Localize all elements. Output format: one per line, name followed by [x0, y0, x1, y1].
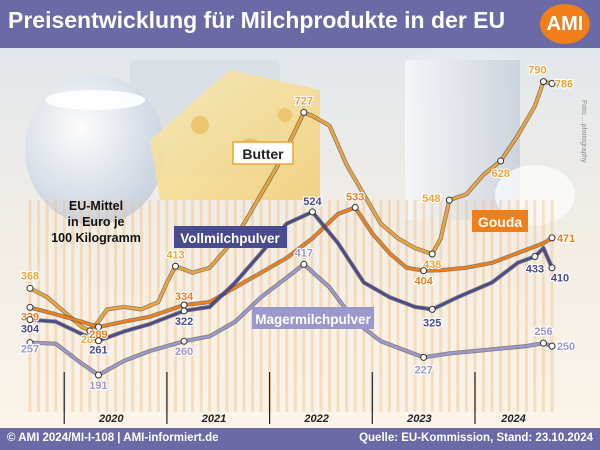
year-separators	[63, 372, 476, 424]
annotation-line-2: in Euro je	[68, 215, 125, 229]
data-point-marker	[26, 284, 34, 292]
butter-line	[28, 80, 554, 333]
footer-bar: © AMI 2024/MI-I-108 | AMI-informiert.de …	[0, 428, 600, 450]
data-label: 548	[422, 193, 440, 205]
source-text: Quelle: EU-Kommission, Stand: 23.10.2024	[359, 432, 593, 444]
data-label: 524	[303, 196, 322, 208]
data-point-marker	[86, 327, 94, 335]
data-point-marker	[539, 339, 547, 347]
data-label: 250	[557, 341, 575, 353]
data-point-marker	[351, 203, 359, 211]
data-label: 325	[423, 317, 441, 329]
data-point-marker	[548, 342, 556, 350]
data-label: 322	[175, 316, 193, 328]
data-label: 227	[414, 364, 432, 376]
data-label: 790	[528, 65, 546, 77]
ami-logo: AMI	[540, 4, 590, 44]
data-point-marker	[94, 337, 102, 345]
gouda-name: Gouda	[478, 214, 523, 230]
magermilchpulver-series-label: Magermilchpulver	[252, 307, 374, 329]
chart-title: Preisentwicklung für Milchprodukte in de…	[8, 7, 506, 33]
data-label: 304	[21, 324, 40, 336]
butter-name: Butter	[242, 146, 284, 162]
data-point-marker	[26, 339, 34, 347]
data-point-marker	[420, 353, 428, 361]
data-label: 727	[295, 95, 313, 107]
data-point-marker	[497, 157, 505, 165]
data-point-marker	[26, 316, 34, 324]
x-tick-label: 2022	[303, 413, 328, 425]
data-point-marker	[26, 303, 34, 311]
data-label: 438	[423, 259, 441, 271]
data-label: 368	[21, 270, 39, 282]
data-label: 260	[175, 346, 193, 358]
data-point-marker	[428, 305, 436, 313]
title-bar: Preisentwicklung für Milchprodukte in de…	[0, 0, 600, 48]
data-label: 289	[89, 329, 107, 341]
data-point-marker	[428, 250, 436, 258]
x-tick-label: 2020	[98, 413, 124, 425]
data-label: 281	[81, 334, 99, 346]
magermilchpulver-name: Magermilchpulver	[255, 312, 371, 327]
data-label: 257	[21, 344, 39, 356]
data-point-marker	[171, 262, 179, 270]
butter-series-label: Butter	[232, 141, 294, 165]
data-label: 404	[414, 276, 433, 288]
gouda-series-label: Gouda	[472, 210, 528, 232]
data-point-marker	[548, 80, 556, 88]
vollmilchpulver-series-label: Vollmilchpulver	[174, 226, 287, 248]
data-point-marker	[531, 252, 539, 260]
photo-credit: Foto: ...photography	[580, 100, 587, 163]
data-label: 433	[526, 263, 544, 275]
data-point-marker	[308, 208, 316, 216]
annotation-line-3: 100 Kilogramm	[51, 231, 141, 245]
data-point-marker	[180, 307, 188, 315]
x-tick-label: 2024	[500, 413, 525, 425]
data-point-marker	[300, 108, 308, 116]
chart-canvas: 2020 2021 2022 2023 2024 Butter Gouda Vollmi…	[0, 48, 600, 428]
copyright-text: © AMI 2024/MI-I-108 | AMI-informiert.de	[7, 432, 219, 444]
data-label: 533	[346, 191, 364, 203]
data-label: 413	[166, 249, 184, 261]
value-labels: 3682814137274385486287907863292893345334…	[20, 63, 577, 393]
data-label: 261	[89, 345, 107, 357]
data-label: 256	[534, 326, 552, 338]
annotation-line-1: EU-Mittel	[69, 199, 123, 213]
data-label: 191	[89, 380, 107, 392]
data-point-marker	[539, 78, 547, 86]
x-tick-label: 2021	[201, 413, 226, 425]
unit-annotation: EU-Mittel in Euro je 100 Kilogramm	[51, 199, 141, 245]
data-label: 417	[295, 247, 313, 259]
data-label: 334	[175, 291, 194, 303]
data-point-marker	[300, 260, 308, 268]
data-point-marker	[180, 337, 188, 345]
data-label: 471	[557, 233, 575, 245]
data-point-marker	[420, 267, 428, 275]
data-point-marker	[445, 196, 453, 204]
data-point-marker	[94, 323, 102, 331]
data-point-marker	[94, 371, 102, 379]
data-label: 410	[551, 273, 569, 285]
x-axis-labels: 2020 2021 2022 2023 2024	[98, 413, 526, 425]
vollmilchpulver-name: Vollmilchpulver	[180, 231, 280, 246]
data-point-marker	[548, 234, 556, 242]
data-point-marker	[548, 264, 556, 272]
data-label: 628	[491, 168, 509, 180]
data-label: 786	[555, 79, 573, 91]
x-tick-label: 2023	[406, 413, 431, 425]
